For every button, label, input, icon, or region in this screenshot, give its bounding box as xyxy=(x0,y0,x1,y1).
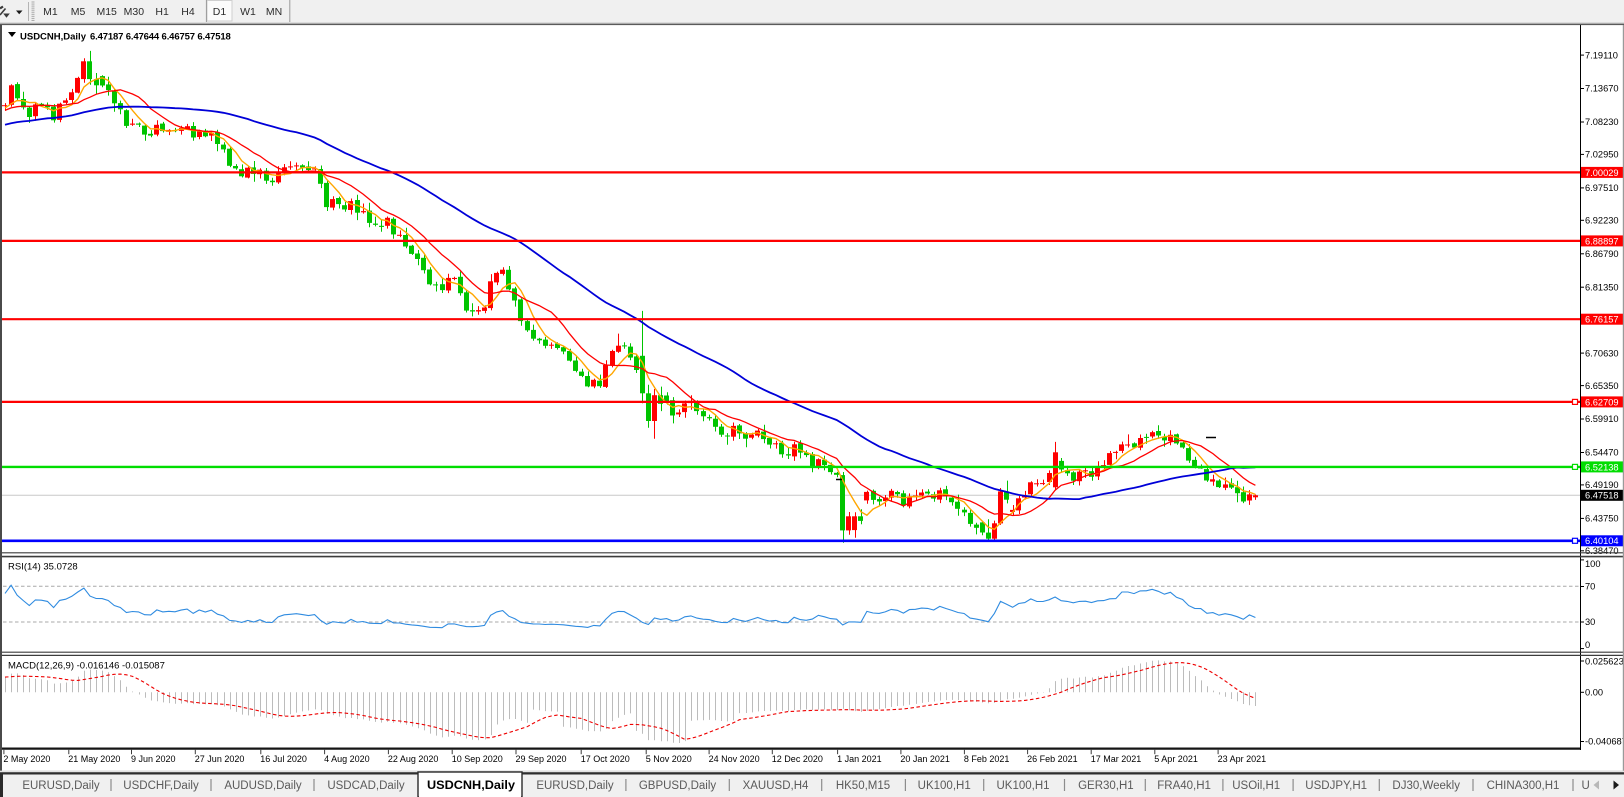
svg-text:7.00029: 7.00029 xyxy=(1585,168,1619,178)
svg-text:6.47518: 6.47518 xyxy=(1585,491,1619,501)
svg-text:W1: W1 xyxy=(240,6,256,18)
svg-text:EURUSD,Daily: EURUSD,Daily xyxy=(22,780,100,792)
svg-text:M1: M1 xyxy=(43,6,58,18)
svg-text:EURUSD,Daily: EURUSD,Daily xyxy=(536,780,614,792)
svg-text:USDJPY,H1: USDJPY,H1 xyxy=(1305,780,1367,792)
svg-text:8 Feb 2021: 8 Feb 2021 xyxy=(964,754,1010,764)
svg-text:7.02950: 7.02950 xyxy=(1585,150,1619,160)
svg-text:6.47187 6.47644 6.46757 6.4751: 6.47187 6.47644 6.46757 6.47518 xyxy=(90,32,231,43)
svg-text:DJ30,Weekly: DJ30,Weekly xyxy=(1392,780,1460,792)
svg-text:6.49190: 6.49190 xyxy=(1585,480,1619,490)
svg-text:6.59910: 6.59910 xyxy=(1585,414,1619,424)
svg-text:6.65350: 6.65350 xyxy=(1585,381,1619,391)
svg-text:M15: M15 xyxy=(96,6,117,18)
svg-text:6.92230: 6.92230 xyxy=(1585,216,1619,226)
svg-text:USDCNH,Daily: USDCNH,Daily xyxy=(20,32,87,43)
svg-text:6.52138: 6.52138 xyxy=(1585,462,1619,472)
svg-text:9 Jun 2020: 9 Jun 2020 xyxy=(131,754,176,764)
svg-text:10 Sep 2020: 10 Sep 2020 xyxy=(452,754,503,764)
svg-text:6.43750: 6.43750 xyxy=(1585,514,1619,524)
svg-text:4 Aug 2020: 4 Aug 2020 xyxy=(324,754,370,764)
svg-text:2 May 2020: 2 May 2020 xyxy=(3,754,50,764)
svg-text:MN: MN xyxy=(266,6,282,18)
svg-text:M5: M5 xyxy=(71,6,86,18)
svg-text:22 Aug 2020: 22 Aug 2020 xyxy=(388,754,439,764)
svg-text:H1: H1 xyxy=(155,6,169,18)
svg-text:RSI(14) 35.0728: RSI(14) 35.0728 xyxy=(8,562,78,573)
svg-text:6.76157: 6.76157 xyxy=(1585,315,1619,325)
svg-text:6.40104: 6.40104 xyxy=(1585,536,1619,546)
svg-text:6.62709: 6.62709 xyxy=(1585,397,1619,407)
svg-text:0.025623: 0.025623 xyxy=(1585,656,1624,666)
svg-text:6.86790: 6.86790 xyxy=(1585,249,1619,259)
svg-text:5 Apr 2021: 5 Apr 2021 xyxy=(1154,754,1198,764)
svg-text:XAUUSD,H4: XAUUSD,H4 xyxy=(743,780,809,792)
svg-text:U: U xyxy=(1582,780,1590,792)
svg-text:5 Nov 2020: 5 Nov 2020 xyxy=(646,754,692,764)
svg-text:7.13670: 7.13670 xyxy=(1585,84,1619,94)
svg-text:AUDUSD,Daily: AUDUSD,Daily xyxy=(224,780,302,792)
svg-text:6.38470: 6.38470 xyxy=(1585,546,1619,556)
svg-text:7.19110: 7.19110 xyxy=(1585,50,1618,60)
svg-text:H4: H4 xyxy=(181,6,195,18)
svg-text:USDCHF,Daily: USDCHF,Daily xyxy=(123,780,199,792)
svg-text:24 Nov 2020: 24 Nov 2020 xyxy=(709,754,760,764)
svg-text:CHINA300,H1: CHINA300,H1 xyxy=(1487,780,1560,792)
svg-text:20 Jan 2021: 20 Jan 2021 xyxy=(900,754,950,764)
svg-text:100: 100 xyxy=(1585,559,1601,569)
svg-text:D1: D1 xyxy=(213,6,227,18)
svg-text:6.70630: 6.70630 xyxy=(1585,348,1619,358)
svg-text:USDCNH,Daily: USDCNH,Daily xyxy=(427,780,516,792)
svg-text:21 May 2020: 21 May 2020 xyxy=(68,754,120,764)
svg-text:6.88897: 6.88897 xyxy=(1585,236,1619,246)
svg-text:70: 70 xyxy=(1585,582,1595,592)
svg-text:16 Jul 2020: 16 Jul 2020 xyxy=(260,754,307,764)
svg-text:0.00: 0.00 xyxy=(1585,688,1603,698)
svg-text:17 Oct 2020: 17 Oct 2020 xyxy=(581,754,630,764)
svg-text:USDCAD,Daily: USDCAD,Daily xyxy=(327,780,405,792)
svg-text:26 Feb 2021: 26 Feb 2021 xyxy=(1027,754,1078,764)
svg-text:HK50,M15: HK50,M15 xyxy=(836,780,890,792)
svg-text:FRA40,H1: FRA40,H1 xyxy=(1157,780,1211,792)
svg-text:GBPUSD,Daily: GBPUSD,Daily xyxy=(639,780,717,792)
svg-text:UK100,H1: UK100,H1 xyxy=(918,780,971,792)
svg-text:29 Sep 2020: 29 Sep 2020 xyxy=(516,754,567,764)
svg-text:M30: M30 xyxy=(124,6,145,18)
svg-text:GER30,H1: GER30,H1 xyxy=(1078,780,1134,792)
svg-text:30: 30 xyxy=(1585,617,1595,627)
svg-text:-0.040687: -0.040687 xyxy=(1585,737,1624,747)
svg-text:7.08230: 7.08230 xyxy=(1585,117,1619,127)
svg-text:USOil,H1: USOil,H1 xyxy=(1232,780,1280,792)
svg-text:27 Jun 2020: 27 Jun 2020 xyxy=(195,754,245,764)
svg-text:MACD(12,26,9) -0.016146 -0.015: MACD(12,26,9) -0.016146 -0.015087 xyxy=(8,661,165,672)
svg-text:23 Apr 2021: 23 Apr 2021 xyxy=(1218,754,1267,764)
svg-text:12 Dec 2020: 12 Dec 2020 xyxy=(772,754,823,764)
svg-text:17 Mar 2021: 17 Mar 2021 xyxy=(1091,754,1142,764)
svg-text:1 Jan 2021: 1 Jan 2021 xyxy=(837,754,882,764)
svg-text:UK100,H1: UK100,H1 xyxy=(996,780,1049,792)
svg-text:6.97510: 6.97510 xyxy=(1585,183,1619,193)
svg-text:0: 0 xyxy=(1585,640,1590,650)
svg-text:6.54470: 6.54470 xyxy=(1585,448,1619,458)
svg-text:6.81350: 6.81350 xyxy=(1585,282,1619,292)
